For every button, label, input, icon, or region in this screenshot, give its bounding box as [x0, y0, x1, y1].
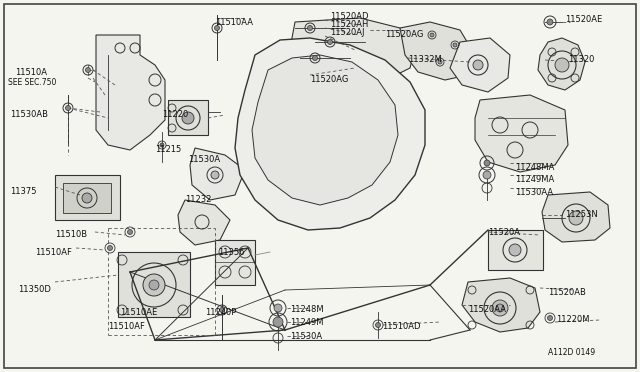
Text: 11510A: 11510A — [15, 68, 47, 77]
Text: 11510AF: 11510AF — [35, 248, 72, 257]
Bar — [63, 183, 111, 213]
Circle shape — [65, 106, 70, 110]
Text: 11249MA: 11249MA — [515, 175, 554, 184]
Polygon shape — [190, 148, 245, 200]
Text: 11248M: 11248M — [290, 305, 324, 314]
Text: 11510B: 11510B — [55, 230, 87, 239]
Text: 11253N: 11253N — [565, 210, 598, 219]
Text: 11249M: 11249M — [290, 318, 323, 327]
Text: 11530A: 11530A — [188, 155, 220, 164]
Circle shape — [307, 26, 312, 31]
Circle shape — [274, 304, 282, 312]
Circle shape — [149, 280, 159, 290]
Polygon shape — [538, 38, 585, 90]
Text: SEE SEC.750: SEE SEC.750 — [8, 78, 56, 87]
Circle shape — [160, 143, 164, 147]
Bar — [118, 252, 190, 317]
Circle shape — [473, 60, 483, 70]
Polygon shape — [542, 192, 610, 242]
Polygon shape — [475, 95, 568, 172]
Text: 11510AE: 11510AE — [120, 308, 157, 317]
Text: 11220: 11220 — [162, 110, 188, 119]
Polygon shape — [450, 38, 510, 92]
Polygon shape — [178, 200, 230, 245]
Text: 11220M: 11220M — [556, 315, 589, 324]
Text: 11530A: 11530A — [290, 332, 322, 341]
Text: 11520AB: 11520AB — [548, 288, 586, 297]
Circle shape — [492, 300, 508, 316]
Bar — [55, 175, 120, 220]
Text: 11215: 11215 — [155, 145, 181, 154]
Polygon shape — [462, 278, 540, 332]
Text: 11240P: 11240P — [205, 308, 236, 317]
Text: 11520AA: 11520AA — [468, 305, 506, 314]
Polygon shape — [235, 38, 425, 230]
Circle shape — [483, 171, 491, 179]
Text: 11510AD: 11510AD — [382, 322, 420, 331]
Circle shape — [484, 160, 490, 166]
Text: 11520AE: 11520AE — [565, 15, 602, 24]
Polygon shape — [252, 55, 398, 205]
Polygon shape — [400, 22, 475, 80]
Bar — [215, 240, 255, 285]
Circle shape — [547, 19, 553, 25]
Text: 11356: 11356 — [218, 248, 244, 257]
Text: 11248MA: 11248MA — [515, 163, 554, 172]
Circle shape — [127, 230, 132, 234]
Circle shape — [509, 244, 521, 256]
Text: 11520AH: 11520AH — [330, 20, 369, 29]
Text: 11520A: 11520A — [488, 228, 520, 237]
Text: 11520AJ: 11520AJ — [330, 28, 365, 37]
Circle shape — [430, 33, 434, 37]
Text: 11530AB: 11530AB — [10, 110, 48, 119]
Text: 11375: 11375 — [10, 187, 36, 196]
Circle shape — [86, 67, 90, 73]
Text: A112D 0149: A112D 0149 — [548, 348, 595, 357]
Bar — [488, 230, 543, 270]
Circle shape — [496, 304, 504, 312]
Circle shape — [220, 308, 225, 312]
Circle shape — [376, 323, 381, 327]
Circle shape — [547, 315, 552, 321]
Circle shape — [182, 112, 194, 124]
Text: 11520AG: 11520AG — [310, 75, 348, 84]
Text: 11530AA: 11530AA — [515, 188, 553, 197]
Text: 11232: 11232 — [185, 195, 211, 204]
Circle shape — [273, 317, 283, 327]
Text: 11510AF: 11510AF — [108, 322, 145, 331]
Circle shape — [143, 274, 165, 296]
Circle shape — [453, 43, 457, 47]
Text: 11520AG: 11520AG — [385, 30, 424, 39]
Circle shape — [211, 171, 219, 179]
Circle shape — [312, 55, 317, 61]
Text: 11320: 11320 — [568, 55, 595, 64]
Text: 11350D: 11350D — [18, 285, 51, 294]
Text: 11520AD: 11520AD — [330, 12, 369, 21]
Text: 11332M: 11332M — [408, 55, 442, 64]
Text: 11510AA: 11510AA — [215, 18, 253, 27]
Circle shape — [569, 211, 583, 225]
Circle shape — [328, 39, 333, 45]
Circle shape — [108, 246, 113, 250]
Circle shape — [555, 58, 569, 72]
Polygon shape — [290, 18, 415, 78]
Bar — [168, 100, 208, 135]
Circle shape — [214, 26, 220, 31]
Polygon shape — [96, 35, 165, 150]
Circle shape — [82, 193, 92, 203]
Circle shape — [438, 60, 442, 64]
